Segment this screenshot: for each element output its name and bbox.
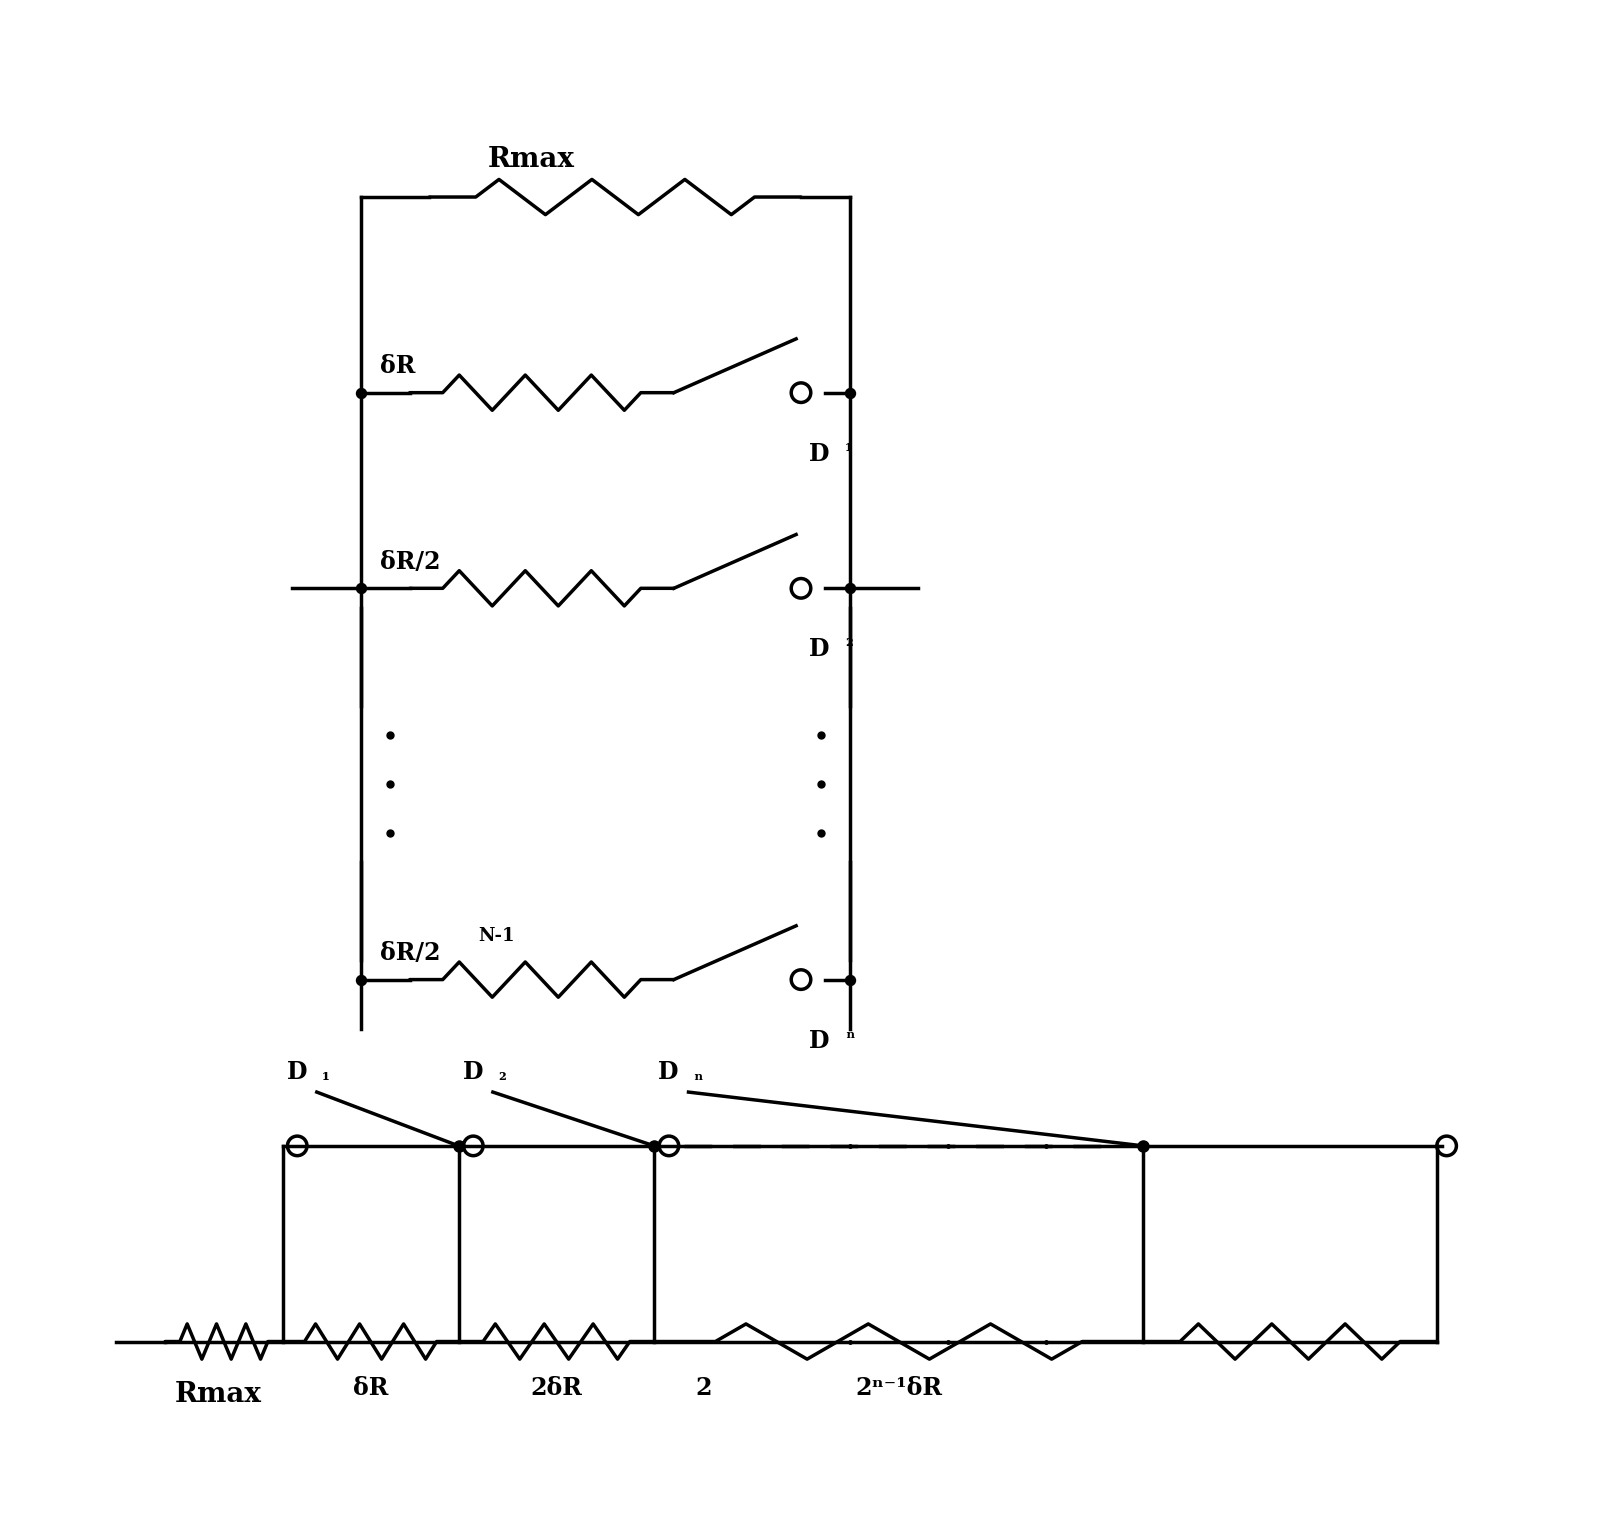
Text: ₙ: ₙ [844,1024,854,1042]
Text: ₁: ₁ [844,436,852,454]
Text: Rmax: Rmax [489,146,575,173]
Text: ₙ: ₙ [694,1066,703,1085]
Text: N-1: N-1 [477,928,514,945]
Text: D: D [658,1060,679,1085]
Text: D: D [809,638,830,661]
Text: ₂: ₂ [498,1066,506,1085]
Text: ₁: ₁ [322,1066,330,1085]
Text: Rmax: Rmax [175,1381,263,1408]
Text: δR/2: δR/2 [380,550,441,574]
Text: D: D [463,1060,484,1085]
Text: δR: δR [380,354,417,378]
Text: 2ⁿ⁻¹δR: 2ⁿ⁻¹δR [855,1376,942,1401]
Text: D: D [809,442,830,466]
Text: D: D [809,1028,830,1053]
Text: ₂: ₂ [844,632,852,650]
Text: 2δR: 2δR [530,1376,583,1401]
Text: δR/2: δR/2 [380,940,441,965]
Text: D: D [287,1060,308,1085]
Text: δR: δR [352,1376,388,1401]
Text: 2: 2 [695,1376,711,1401]
